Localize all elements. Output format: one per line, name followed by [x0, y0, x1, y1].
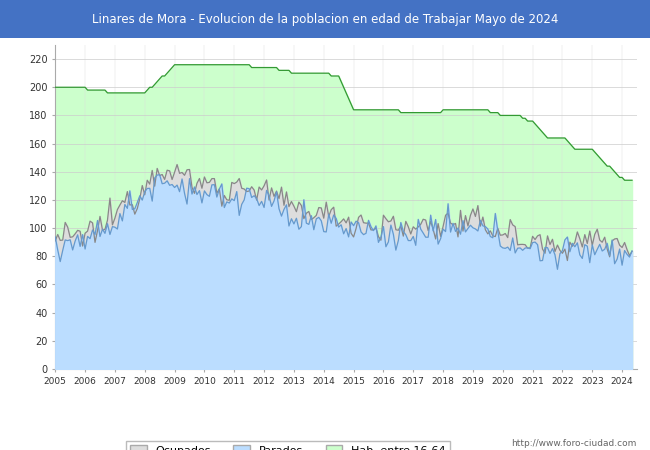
Text: Linares de Mora - Evolucion de la poblacion en edad de Trabajar Mayo de 2024: Linares de Mora - Evolucion de la poblac… — [92, 13, 558, 26]
Text: http://www.foro-ciudad.com: http://www.foro-ciudad.com — [512, 439, 637, 448]
Legend: Ocupados, Parados, Hab. entre 16-64: Ocupados, Parados, Hab. entre 16-64 — [125, 441, 450, 450]
